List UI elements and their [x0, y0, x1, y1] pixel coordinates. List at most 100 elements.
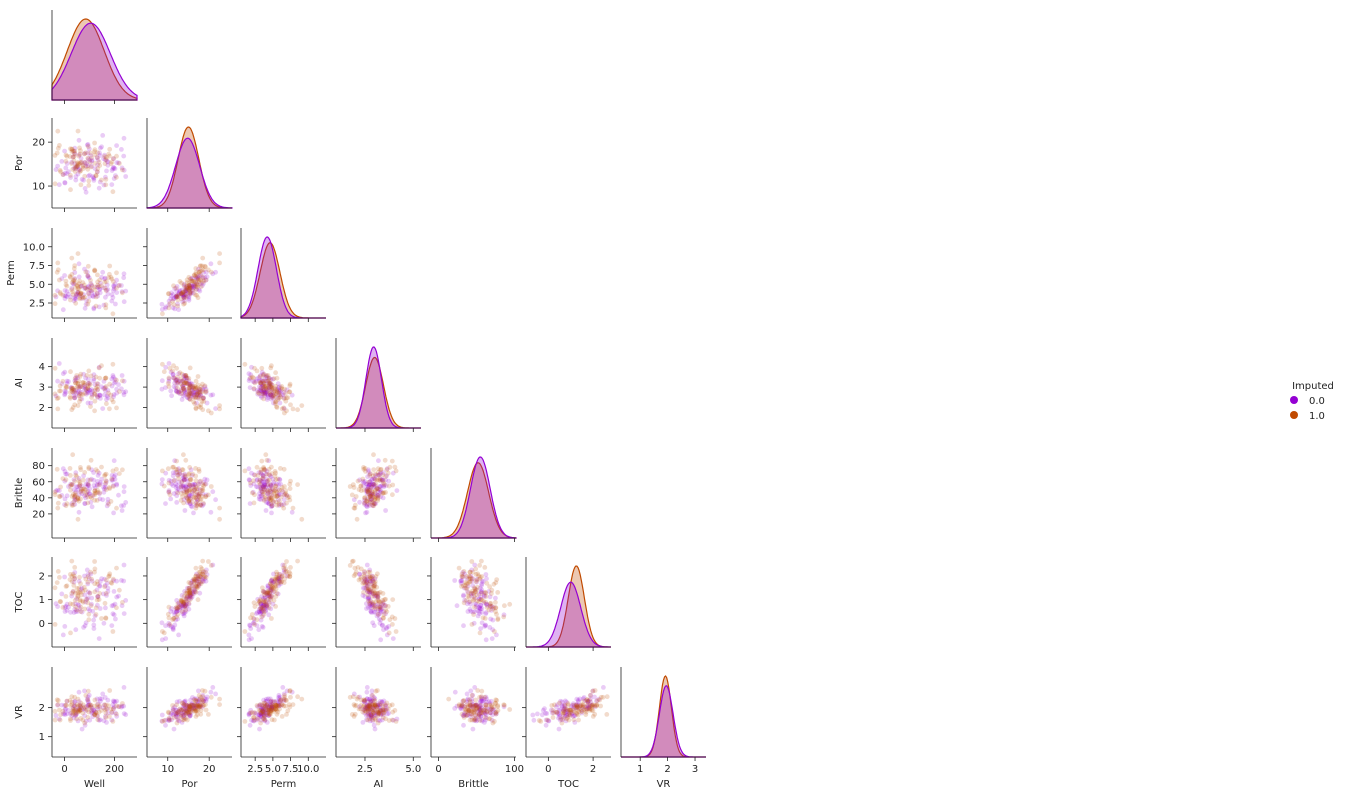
- scatter-point-1-0-28: [472, 585, 477, 591]
- scatter-point-1-0-91: [375, 571, 380, 577]
- scatter-point-1-0-7: [166, 375, 172, 381]
- scatter-point-0-0-38: [79, 160, 85, 166]
- scatter-point-0-0-91: [261, 391, 266, 396]
- scatter-point-0-0-74: [123, 288, 129, 294]
- scatter-point-1-0-49: [187, 590, 193, 595]
- scatter-point-0-0-42: [98, 698, 103, 704]
- scatter-point-1-0-20: [161, 483, 167, 489]
- scatter-point-0-0-15: [97, 606, 103, 611]
- scatter-point-0-0-74: [123, 598, 129, 603]
- scatter-point-1-0-77: [258, 380, 263, 386]
- scatter-point-1-0-28: [194, 391, 200, 397]
- scatter-point-1-0-49: [495, 590, 501, 595]
- scatter-point-0-0-84: [178, 604, 184, 610]
- scatter-point-0-0-16: [261, 476, 266, 481]
- scatter-point-1-0-7: [166, 480, 172, 486]
- scatter-point-1-0-66: [367, 473, 372, 478]
- scatter-point-1-0-55: [354, 516, 360, 522]
- scatter-point-0-0-23: [199, 578, 205, 583]
- scatter-point-1-0-9: [382, 482, 387, 487]
- scatter-point-1-0-77: [174, 720, 180, 726]
- scatter-point-1-0-70: [75, 381, 81, 386]
- scatter-point-0-0-78: [373, 592, 379, 598]
- scatter-point-0-0-46: [202, 476, 208, 482]
- scatter-point-1-0-79: [477, 563, 482, 568]
- scatter-point-0-0-88: [278, 581, 283, 587]
- scatter-point-0-0-72: [266, 612, 272, 618]
- scatter-point-0-0-91: [183, 291, 189, 297]
- scatter-point-1-0-23: [269, 587, 275, 593]
- scatter-point-1-0-11: [198, 581, 204, 587]
- scatter-point-0-0-62: [121, 484, 127, 489]
- scatter-point-1-0-68: [165, 381, 171, 386]
- y-tick-label-toc: 1: [39, 595, 45, 606]
- scatter-point-0-0-42: [271, 480, 277, 485]
- scatter-point-1-0-88: [267, 390, 272, 396]
- scatter-point-0-0-18: [259, 609, 265, 615]
- scatter-point-0-0-12: [364, 574, 370, 580]
- scatter-point-0-0-50: [466, 599, 472, 605]
- scatter-point-1-0-97: [273, 391, 279, 397]
- scatter-point-0-0-59: [190, 583, 195, 588]
- scatter-point-0-0-15: [97, 481, 103, 487]
- scatter-point-1-0-95: [184, 490, 190, 496]
- scatter-point-1-0-38: [71, 278, 77, 284]
- scatter-point-0-0-31: [170, 626, 176, 631]
- scatter-point-1-0-76: [192, 709, 198, 714]
- scatter-point-0-0-76: [191, 591, 196, 597]
- scatter-point-1-0-86: [193, 406, 199, 412]
- scatter-point-1-0-47: [103, 157, 109, 162]
- scatter-point-1-0-67: [192, 279, 198, 284]
- x-tick-label-perm: 7.5: [283, 764, 299, 775]
- scatter-point-0-0-82: [111, 578, 116, 583]
- scatter-point-0-0-47: [168, 478, 174, 484]
- scatter-point-0-0-28: [70, 390, 76, 395]
- scatter-point-0-0-7: [77, 384, 83, 389]
- scatter-point-1-0-3: [370, 594, 375, 599]
- scatter-point-1-0-91: [287, 571, 293, 577]
- scatter-point-0-0-18: [73, 377, 79, 383]
- scatter-point-0-0-90: [75, 389, 81, 395]
- scatter-point-0-0-21: [249, 636, 254, 641]
- scatter-point-1-0-61: [74, 292, 80, 297]
- scatter-point-1-0-82: [263, 385, 269, 391]
- scatter-point-0-0-42: [361, 480, 367, 485]
- scatter-point-1-0-33: [267, 581, 273, 587]
- x-tick-label-ai: 5.0: [405, 764, 421, 775]
- scatter-point-0-0-65: [198, 393, 203, 398]
- scatter-point-1-0-99: [94, 597, 100, 603]
- scatter-point-0-0-29: [102, 702, 107, 708]
- scatter-point-0-0-46: [372, 576, 378, 582]
- scatter-point-1-0-98: [197, 574, 203, 579]
- scatter-point-0-0-3: [78, 390, 84, 395]
- scatter-point-0-0-66: [213, 269, 218, 275]
- scatter-point-1-0-89: [103, 177, 109, 182]
- scatter-point-1-0-16: [200, 482, 206, 487]
- scatter-point-1-0-61: [183, 373, 189, 378]
- scatter-point-0-0-55: [113, 616, 118, 622]
- scatter-point-1-0-91: [287, 486, 293, 491]
- scatter-point-0-0-30: [109, 168, 115, 173]
- scatter-point-0-0-12: [364, 502, 370, 507]
- scatter-point-0-0-29: [194, 276, 200, 282]
- scatter-point-0-0-13: [121, 390, 127, 395]
- scatter-point-0-0-45: [263, 484, 268, 490]
- scatter-point-1-0-88: [267, 487, 272, 493]
- scatter-point-1-0-83: [63, 278, 69, 284]
- scatter-point-1-0-16: [295, 558, 300, 564]
- scatter-point-1-0-4: [372, 487, 378, 493]
- scatter-point-1-0-81: [393, 468, 399, 474]
- scatter-point-1-0-81: [242, 719, 248, 724]
- scatter-point-1-0-43: [81, 151, 87, 157]
- scatter-point-1-0-38: [71, 499, 77, 505]
- scatter-point-1-0-16: [200, 255, 206, 261]
- scatter-point-1-0-93: [460, 574, 466, 579]
- scatter-point-1-0-89: [251, 616, 256, 621]
- scatter-point-0-0-40: [81, 371, 86, 377]
- scatter-point-1-0-81: [110, 468, 116, 474]
- scatter-point-0-0-44: [72, 395, 78, 401]
- scatter-point-0-0-60: [183, 374, 188, 380]
- scatter-point-1-0-9: [257, 482, 263, 487]
- scatter-point-1-0-60: [260, 378, 265, 384]
- scatter-point-1-0-57: [494, 698, 500, 703]
